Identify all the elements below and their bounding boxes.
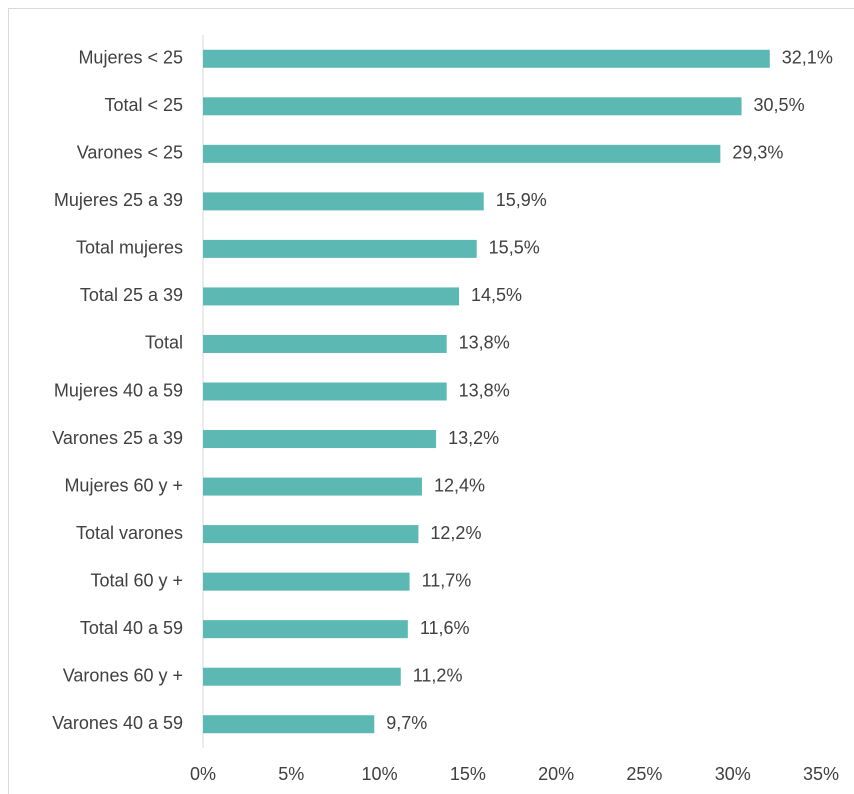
y-tick-label: Total varones bbox=[76, 523, 183, 543]
value-label: 11,6% bbox=[420, 618, 470, 638]
y-tick-label: Total mujeres bbox=[76, 238, 183, 258]
bar bbox=[203, 430, 437, 449]
chart-frame bbox=[8, 8, 854, 794]
bar bbox=[203, 525, 419, 544]
bar bbox=[203, 287, 460, 306]
y-tick-label: Varones < 25 bbox=[77, 143, 183, 163]
y-tick-label: Total 25 a 39 bbox=[80, 285, 183, 305]
value-label: 32,1% bbox=[782, 48, 833, 68]
y-tick-label: Mujeres 60 y + bbox=[64, 475, 183, 495]
value-label: 12,2% bbox=[430, 523, 481, 543]
y-tick-label: Total bbox=[145, 333, 183, 353]
value-label: 13,2% bbox=[448, 428, 499, 448]
x-tick-label: 15% bbox=[450, 764, 486, 784]
value-label: 15,5% bbox=[489, 238, 540, 258]
bar bbox=[203, 97, 742, 116]
bar bbox=[203, 192, 484, 211]
value-label: 30,5% bbox=[754, 95, 805, 115]
y-tick-label: Total 40 a 59 bbox=[80, 618, 183, 638]
x-tick-label: 25% bbox=[626, 764, 662, 784]
value-label: 13,8% bbox=[459, 380, 510, 400]
y-tick-label: Mujeres 40 a 59 bbox=[54, 380, 183, 400]
y-tick-label: Varones 60 y + bbox=[63, 665, 183, 685]
bar bbox=[203, 715, 375, 734]
value-label: 11,2% bbox=[413, 665, 463, 685]
x-tick-label: 10% bbox=[362, 764, 398, 784]
x-tick-label: 30% bbox=[715, 764, 751, 784]
y-tick-label: Varones 40 a 59 bbox=[52, 713, 183, 733]
value-label: 11,7% bbox=[422, 570, 472, 590]
bar bbox=[203, 572, 410, 591]
x-tick-label: 35% bbox=[803, 764, 839, 784]
y-tick-label: Varones 25 a 39 bbox=[52, 428, 183, 448]
bar bbox=[203, 239, 477, 258]
bar bbox=[203, 334, 447, 353]
value-label: 9,7% bbox=[386, 713, 427, 733]
value-label: 13,8% bbox=[459, 333, 510, 353]
value-label: 12,4% bbox=[434, 475, 485, 495]
value-label: 29,3% bbox=[732, 143, 783, 163]
bar bbox=[203, 477, 422, 496]
value-label: 14,5% bbox=[471, 285, 522, 305]
x-tick-label: 5% bbox=[278, 764, 304, 784]
y-tick-label: Total 60 y + bbox=[90, 570, 183, 590]
bar bbox=[203, 620, 408, 639]
x-tick-label: 0% bbox=[190, 764, 216, 784]
value-label: 15,9% bbox=[496, 190, 547, 210]
y-tick-label: Mujeres 25 a 39 bbox=[54, 190, 183, 210]
bar bbox=[203, 382, 447, 401]
y-tick-label: Total < 25 bbox=[104, 95, 183, 115]
x-tick-label: 20% bbox=[538, 764, 574, 784]
bar bbox=[203, 144, 721, 163]
bar bbox=[203, 49, 770, 68]
y-tick-label: Mujeres < 25 bbox=[78, 48, 183, 68]
bar bbox=[203, 667, 401, 686]
